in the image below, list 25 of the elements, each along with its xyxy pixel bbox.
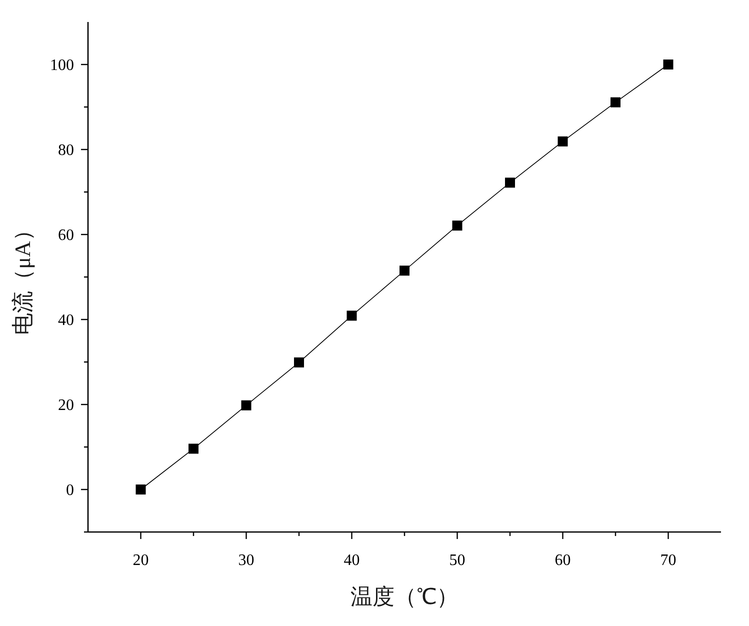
y-tick-label: 40 (58, 312, 74, 329)
x-axis-title: 温度（℃） (350, 584, 458, 609)
point (505, 178, 515, 188)
x-tick-label: 60 (554, 552, 571, 569)
point (558, 136, 568, 146)
point (136, 484, 146, 494)
point (452, 220, 462, 231)
y-tick-label: 20 (58, 397, 74, 414)
y-tick-label: 60 (58, 227, 74, 244)
y-tick-label: 100 (50, 57, 74, 74)
point (400, 266, 410, 276)
point (346, 310, 357, 321)
x-tick-label: 20 (132, 552, 149, 569)
x-tick-label: 30 (238, 552, 254, 569)
y-tick-label: 80 (58, 142, 74, 159)
y-tick-label: 0 (66, 482, 74, 499)
y-axis-title: 电流（μA） (10, 219, 35, 335)
x-tick-label: 70 (660, 552, 676, 569)
x-tick-label: 40 (344, 552, 360, 569)
point (241, 400, 252, 410)
point (188, 444, 198, 454)
x-tick-label: 50 (449, 552, 466, 569)
point (294, 357, 304, 368)
point (663, 60, 674, 70)
point (610, 97, 620, 108)
